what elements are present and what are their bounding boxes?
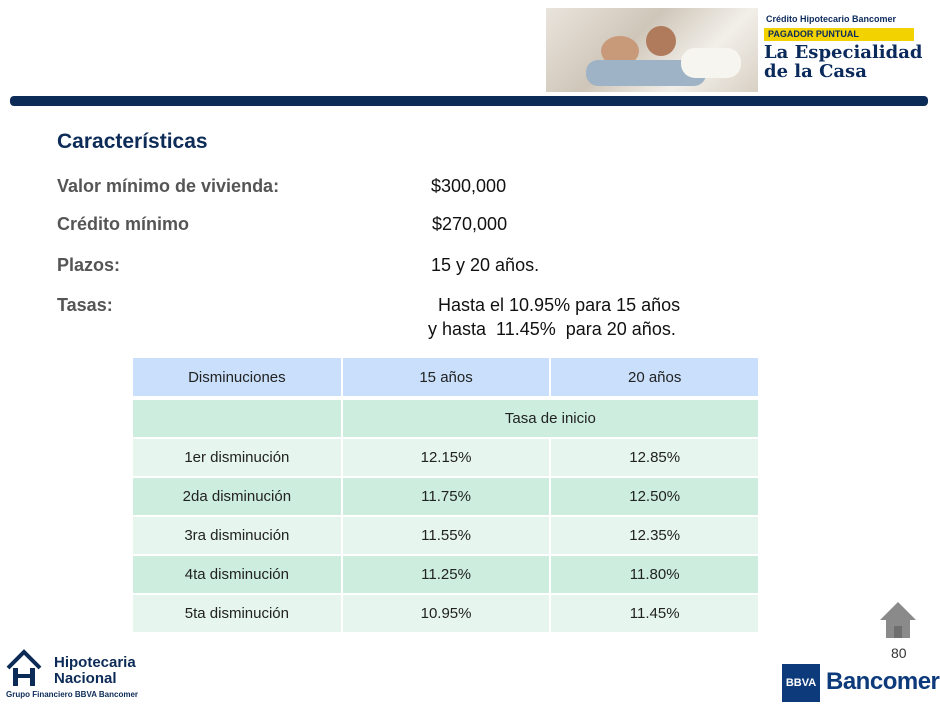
value-tasas-line1: Hasta el 10.95% para 15 años [438,295,681,315]
table-cell: 11.80% [550,555,760,595]
table-cell: 12.35% [550,516,760,556]
table-cell: 10.95% [341,594,552,634]
table-cell: 5ta disminución [133,594,343,634]
table-row: 4ta disminución 11.25% 11.80% [133,555,760,595]
value-plazos: 15 y 20 años. [431,255,540,275]
table-subheader-row: Tasa de inicio [133,398,761,439]
table-cell: 12.85% [550,438,760,478]
banner-line-4: de la Casa [764,61,867,82]
table-row: 1er disminución 12.15% 12.85% [133,438,760,478]
logo-text-2: Nacional [54,670,117,687]
label-valor-minimo: Valor mínimo de vivienda: [57,176,280,196]
table-cell [133,398,343,439]
column-header: 20 años [550,358,760,400]
value-tasas-line2: y hasta 11.45% para 20 años. [428,319,676,339]
family-photo [546,8,758,92]
bbva-box: BBVA [782,664,820,702]
table-cell: 11.25% [341,555,552,595]
bancomer-text: Bancomer [826,668,940,695]
logo-text-3: Grupo Financiero BBVA Bancomer [6,690,139,699]
hipotecaria-nacional-logo: Hipotecaria Nacional Grupo Financiero BB… [4,648,154,700]
logo-text-1: Hipotecaria [54,654,136,671]
house-logo-icon [6,649,42,686]
label-tasas: Tasas: [57,295,113,315]
label-credito-minimo: Crédito mínimo [57,214,190,234]
table-row: 5ta disminución 10.95% 11.45% [133,594,760,634]
label-plazos: Plazos: [57,255,121,275]
value-valor-minimo: $300,000 [431,176,507,196]
home-icon[interactable] [878,600,918,640]
banner-text: Crédito Hipotecario Bancomer PAGADOR PUN… [762,8,924,92]
banner-line-3: La Especialidad [764,42,923,63]
subheader-cell: Tasa de inicio [341,398,761,439]
table-cell: 3ra disminución [133,516,343,556]
page-number: 80 [891,645,907,661]
table-cell: 11.45% [550,594,760,634]
page-title: Características [57,130,208,153]
table-cell: 11.75% [341,477,552,517]
rates-table: Disminuciones 15 años 20 años Tasa de in… [133,358,761,634]
table-cell: 4ta disminución [133,555,343,595]
table-row: 3ra disminución 11.55% 12.35% [133,516,760,556]
table-cell: 12.15% [341,438,552,478]
header-banner: Crédito Hipotecario Bancomer PAGADOR PUN… [546,8,924,92]
table-cell: 11.55% [341,516,552,556]
column-header: 15 años [341,358,552,400]
bbva-bancomer-logo: BBVA Bancomer [782,664,940,702]
table-header-row: Disminuciones 15 años 20 años [133,358,760,400]
banner-line-1: Crédito Hipotecario Bancomer [766,14,897,24]
table-cell: 1er disminución [133,438,343,478]
table-row: 2da disminución 11.75% 12.50% [133,477,760,517]
value-credito-minimo: $270,000 [432,214,508,234]
top-divider [10,96,928,106]
banner-line-2: PAGADOR PUNTUAL [764,28,914,41]
table-cell: 12.50% [550,477,760,517]
column-header: Disminuciones [133,358,343,400]
table-cell: 2da disminución [133,477,343,517]
